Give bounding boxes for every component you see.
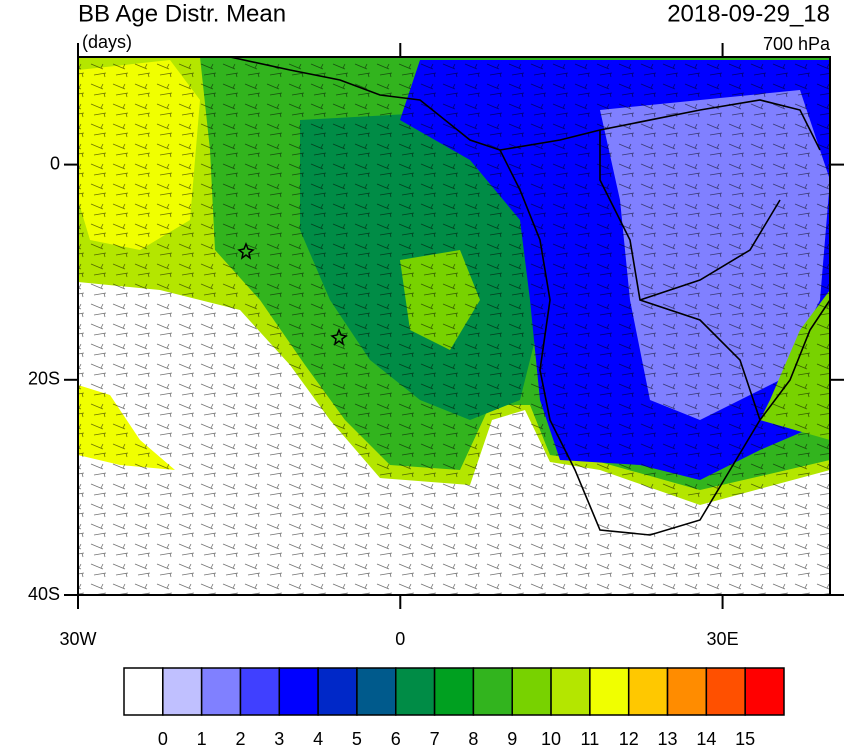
y-tick-label: 0 [50,153,60,173]
x-tick-label: 30E [707,629,739,649]
colorbar-label: 9 [507,729,517,749]
colorbar-label: 13 [658,729,678,749]
colorbar-label: 6 [391,729,401,749]
map-frame [77,56,831,596]
colorbar-box [395,667,436,716]
colorbar-label: 5 [352,729,362,749]
y-tick-label: 40S [28,584,60,604]
colorbar-box [239,667,281,716]
y-tick-label: 20S [28,369,60,389]
colorbar-box [744,667,785,716]
colorbar-box [627,667,669,716]
colorbar-box [317,667,358,716]
colorbar-label: 3 [274,729,284,749]
colorbar-box [278,667,319,716]
colorbar-box [200,667,242,716]
colorbar-label: 15 [735,729,755,749]
x-tick-label: 30W [59,629,96,649]
colorbar-box [589,667,630,716]
x-tick-label: 0 [395,629,405,649]
colorbar-box [356,667,397,716]
colorbar-label: 11 [581,729,600,749]
colorbar-label: 12 [619,729,639,749]
colorbar-box [666,667,708,716]
coastline [229,57,830,536]
colorbar-box [550,667,591,716]
level: 700 hPa [763,34,831,54]
site-markers [237,241,348,346]
colorbar-label: 10 [541,729,561,749]
colorbar-box [705,667,746,716]
colorbar-label: 7 [430,729,440,749]
colorbar-label: 2 [235,729,245,749]
colorbar-box [433,667,475,716]
colorbar-label: 1 [197,729,207,749]
wind-barbs [78,57,830,595]
colorbar-label: 0 [158,729,168,749]
colorbar-label: 14 [696,729,716,749]
colorbar-box [123,667,164,716]
time: 2018-09-29_18 [667,0,830,27]
colorbar-label: 8 [468,729,478,749]
colorbar-box [162,667,203,716]
units: (days) [82,32,132,52]
colorbar-label: 4 [313,729,323,749]
title: BB Age Distr. Mean [78,0,286,27]
map-field [78,57,830,595]
colorbar-box [511,667,552,716]
colorbar-box [472,667,513,716]
